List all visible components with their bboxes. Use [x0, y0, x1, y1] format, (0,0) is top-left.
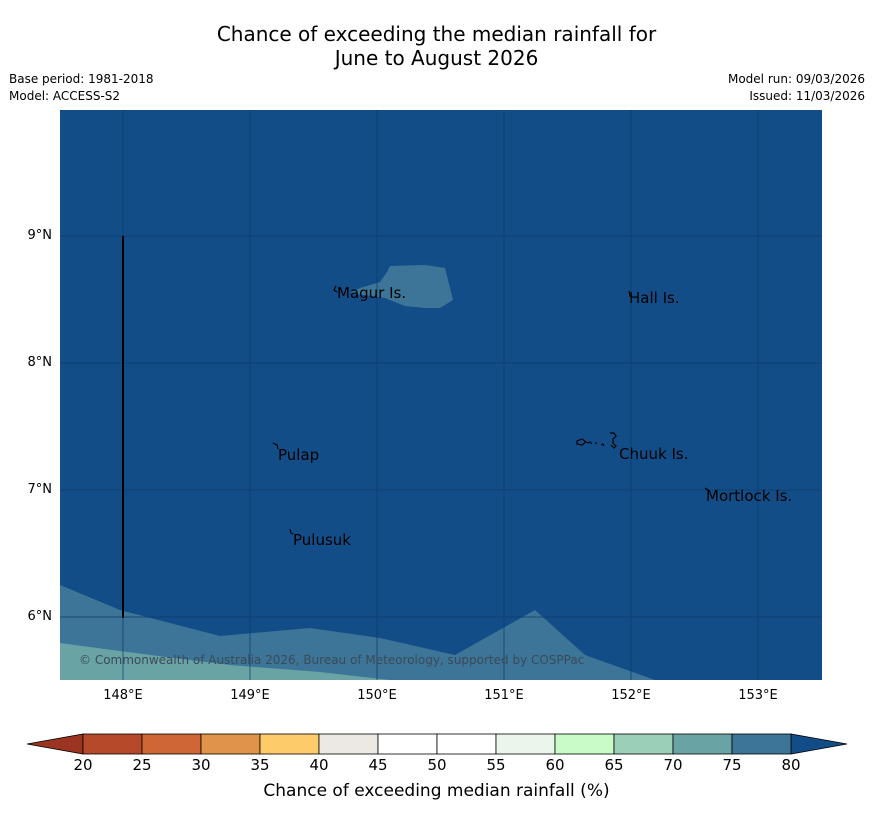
lon-label-151e: 151°E	[484, 688, 524, 703]
island-pulap	[272, 442, 279, 450]
place-label-pulap: Pulap	[278, 446, 320, 464]
island-mortlock	[704, 487, 710, 493]
colorbar-segment	[377, 733, 438, 755]
lon-label-152e: 152°E	[611, 688, 651, 703]
probability-band-75-80-north	[350, 265, 453, 308]
island-outlines	[272, 285, 710, 535]
island-chuuk	[600, 443, 605, 447]
colorbar-tick-label: 55	[486, 756, 506, 774]
lon-label-148e: 148°E	[103, 688, 143, 703]
lat-label-9n: 9°N	[27, 228, 53, 243]
island-chuuk-group	[576, 432, 617, 449]
island-chuuk	[586, 441, 593, 445]
colorbar-extend-low	[26, 733, 84, 755]
lon-label-153e: 153°E	[738, 688, 778, 703]
colorbar-tick-label: 30	[191, 756, 211, 774]
colorbar-segment	[200, 733, 261, 755]
place-label-mortlock: Mortlock Is.	[706, 487, 793, 505]
colorbar	[26, 733, 848, 755]
title-line-1: Chance of exceeding the median rainfall …	[216, 22, 657, 46]
colorbar-segment	[495, 733, 556, 755]
colorbar-segment	[436, 733, 497, 755]
meta-right: Model run: 09/03/2026 Issued: 11/03/2026	[728, 71, 865, 105]
colorbar-tick-label: 45	[368, 756, 388, 774]
place-label-pulusuk: Pulusuk	[293, 531, 351, 549]
colorbar-tick-label: 20	[73, 756, 93, 774]
colorbar-tick-label: 60	[545, 756, 565, 774]
issued-date: Issued: 11/03/2026	[749, 89, 865, 103]
map-panel: Magur Is. Hall Is. Pulap Chuuk Is. Mortl…	[60, 110, 822, 680]
colorbar-segment	[731, 733, 792, 755]
island-hall	[628, 290, 633, 298]
colorbar-tick-label: 35	[250, 756, 270, 774]
colorbar-segment	[259, 733, 320, 755]
colorbar-tick-label: 75	[722, 756, 742, 774]
island-chuuk	[610, 432, 617, 449]
colorbar-segment	[554, 733, 615, 755]
probability-band-70-75-south	[60, 643, 390, 680]
lat-label-6n: 6°N	[27, 609, 53, 624]
colorbar-extend-high	[790, 733, 848, 755]
island-magur	[333, 285, 338, 293]
place-label-magur: Magur Is.	[337, 284, 407, 302]
lon-label-149e: 149°E	[230, 688, 270, 703]
colorbar-segment	[141, 733, 202, 755]
colorbar-segment	[318, 733, 379, 755]
model-name: Model: ACCESS-S2	[9, 89, 121, 103]
island-pulusuk	[289, 528, 294, 535]
lon-label-150e: 150°E	[357, 688, 397, 703]
colorbar-tick-label: 25	[132, 756, 152, 774]
colorbar-title: Chance of exceeding median rainfall (%)	[263, 781, 610, 801]
model-run: Model run: 09/03/2026	[727, 72, 865, 86]
title-line-2: June to August 2026	[334, 46, 539, 70]
colorbar-tick-label: 50	[427, 756, 447, 774]
map-svg	[60, 110, 822, 680]
colorbar-segment	[613, 733, 674, 755]
probability-band-80plus	[60, 110, 822, 680]
island-chuuk	[576, 438, 587, 446]
chart-title: Chance of exceeding the median rainfall …	[0, 22, 873, 70]
graticule	[60, 110, 822, 680]
colorbar-tick-label: 65	[604, 756, 624, 774]
colorbar-segment	[672, 733, 733, 755]
place-label-chuuk: Chuuk Is.	[619, 445, 689, 463]
place-label-hall: Hall Is.	[629, 289, 680, 307]
colorbar-tick-label: 70	[663, 756, 683, 774]
probability-band-75-80-south	[60, 585, 655, 680]
colorbar-tick-label: 40	[309, 756, 329, 774]
copyright-notice: © Commonwealth of Australia 2026, Bureau…	[79, 653, 585, 667]
colorbar-segment	[82, 733, 143, 755]
lat-label-7n: 7°N	[27, 482, 53, 497]
base-period: Base period: 1981-2018	[9, 72, 154, 86]
meta-left: Base period: 1981-2018 Model: ACCESS-S2	[9, 71, 154, 105]
colorbar-tick-label: 80	[781, 756, 801, 774]
lat-label-8n: 8°N	[27, 355, 53, 370]
